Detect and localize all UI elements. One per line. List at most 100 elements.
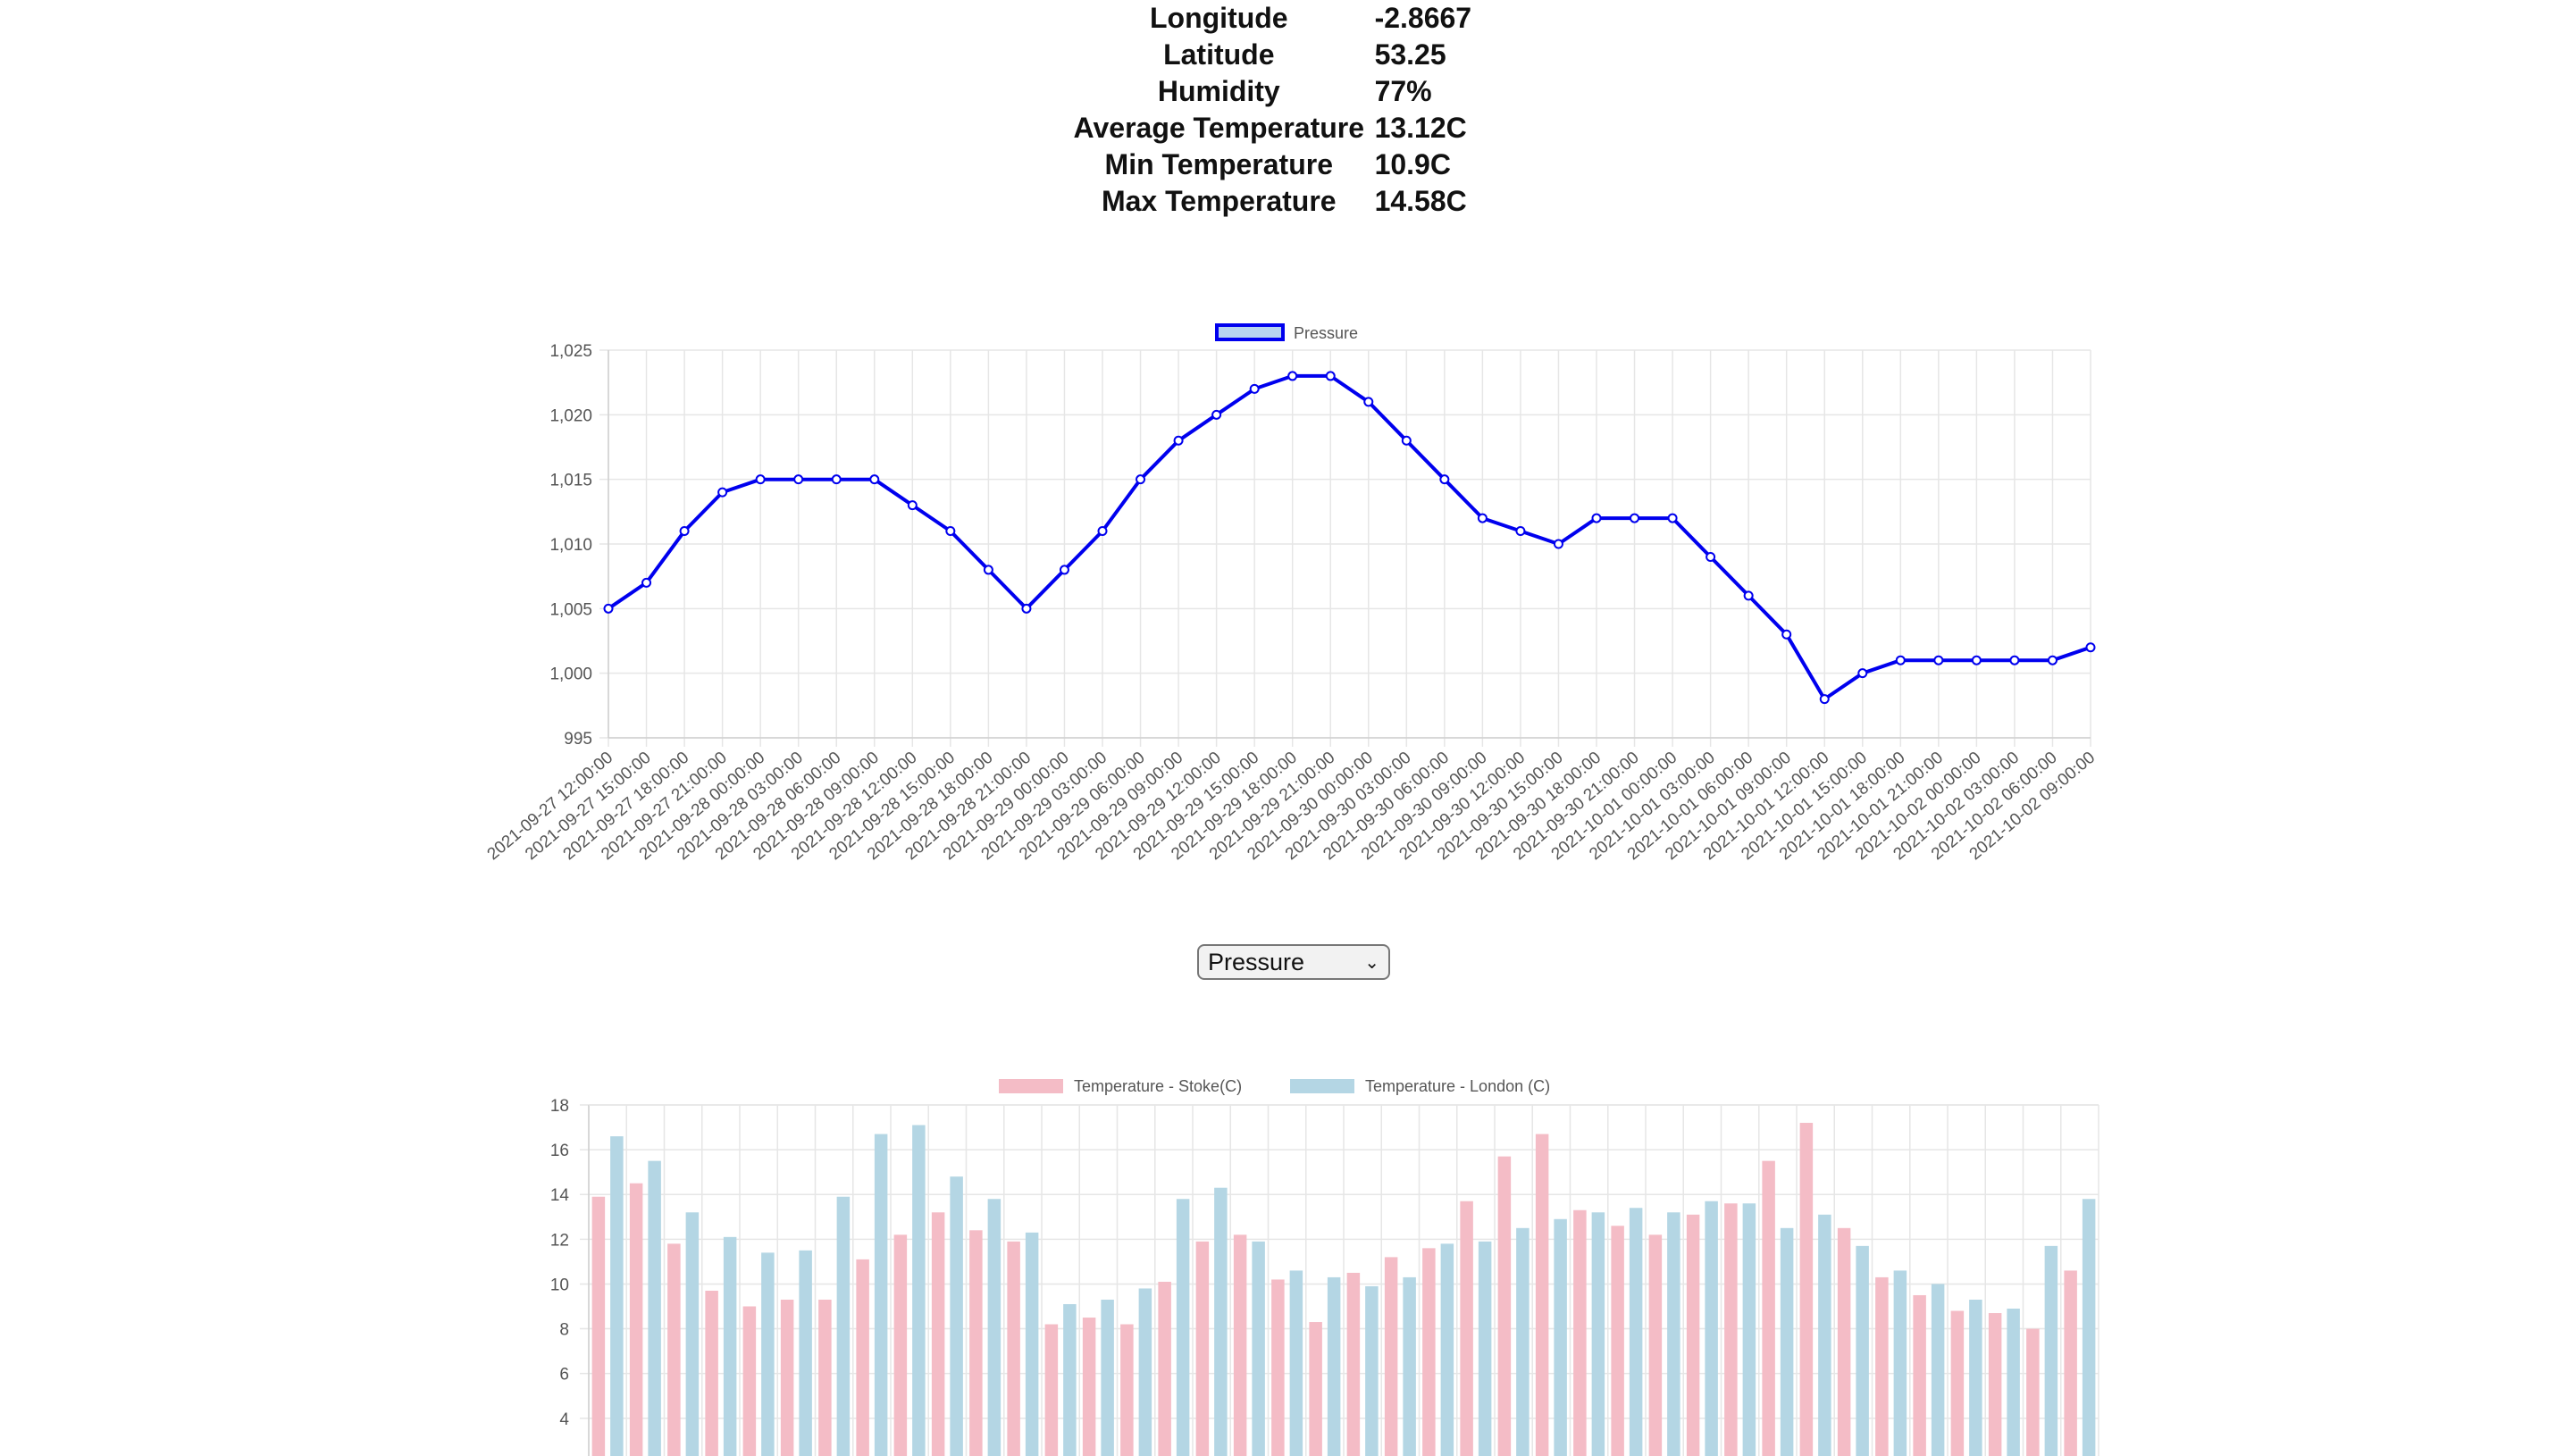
london-temperature-bar — [1289, 1270, 1303, 1456]
pressure-point — [1781, 629, 1792, 640]
metric-select-value: Pressure — [1208, 948, 1305, 975]
london-temperature-bar — [685, 1212, 700, 1456]
london-temperature-bar — [761, 1252, 775, 1456]
pressure-point — [1249, 383, 1260, 394]
stat-value: -2.8667 — [1374, 2, 1472, 34]
london-temperature-bar — [2044, 1245, 2058, 1456]
stoke-temperature-bar — [591, 1196, 606, 1456]
pressure-point — [1325, 371, 1336, 381]
y-tick-label: 14 — [550, 1186, 570, 1205]
london-temperature-bar — [1629, 1208, 1643, 1456]
stoke-temperature-bar — [1875, 1276, 1889, 1456]
london-temperature-bar — [1214, 1187, 1228, 1456]
pressure-point — [1933, 655, 1944, 665]
stat-label: Humidity — [1157, 75, 1280, 107]
stoke-temperature-bar — [1346, 1272, 1361, 1456]
stoke-temperature-bar — [1611, 1226, 1624, 1456]
stoke-temperature-bar — [1044, 1324, 1059, 1456]
legend-swatch — [1290, 1079, 1354, 1093]
pressure-point — [1401, 435, 1412, 446]
pressure-point — [2047, 655, 2058, 665]
stoke-temperature-bar — [1422, 1248, 1436, 1456]
pressure-point — [1743, 590, 1754, 601]
y-tick-label: 995 — [564, 730, 592, 749]
london-temperature-bar — [1818, 1214, 1831, 1456]
london-temperature-bar — [1327, 1276, 1341, 1456]
stat-label: Average Temperature — [1073, 112, 1365, 144]
london-temperature-bar — [1365, 1285, 1379, 1456]
temperature-bar-chart: 2 4 6 8 10 12 14 16 18 Temperature - Stoke(C) Temp… — [550, 1077, 2099, 1456]
stoke-temperature-bar — [1535, 1134, 1549, 1456]
stoke-temperature-bar — [1686, 1214, 1700, 1456]
pressure-point — [755, 474, 766, 485]
y-tick-label: 1,025 — [549, 342, 592, 361]
london-temperature-bar — [2082, 1199, 2096, 1456]
stoke-temperature-bar — [1082, 1318, 1096, 1456]
y-tick-label: 16 — [550, 1142, 569, 1160]
stoke-temperature-bar — [2026, 1328, 2040, 1456]
metric-select[interactable]: Pressure ⌄ — [1197, 944, 1390, 980]
y-tick-label: 12 — [550, 1231, 569, 1250]
stat-value: 14.58C — [1374, 185, 1467, 217]
london-temperature-bar — [836, 1196, 851, 1456]
london-temperature-bar — [1440, 1243, 1454, 1456]
stoke-temperature-bar — [1799, 1123, 1814, 1456]
pressure-point — [717, 487, 728, 498]
pressure-point — [1287, 371, 1298, 381]
stoke-temperature-bar — [667, 1243, 681, 1456]
stat-row: Min Temperature 10.9C — [1072, 146, 1501, 183]
stoke-temperature-bar — [1837, 1227, 1851, 1456]
stat-label: Min Temperature — [1104, 148, 1333, 180]
stoke-temperature-bar — [705, 1290, 718, 1456]
pressure-point — [1439, 474, 1450, 485]
stoke-temperature-bar — [893, 1234, 908, 1456]
stoke-temperature-bar — [1988, 1313, 2002, 1456]
pressure-point — [1515, 526, 1526, 537]
stoke-temperature-bar — [1309, 1322, 1322, 1456]
pressure-point — [907, 500, 918, 511]
pressure-point — [1136, 474, 1146, 485]
london-temperature-bar — [1893, 1270, 1907, 1456]
pressure-point — [1477, 513, 1488, 523]
y-tick-label: 4 — [559, 1410, 569, 1429]
location-stats-table: Longitude -2.8667 Latitude 53.25 Humidity 77%… — [1072, 0, 1501, 220]
stoke-temperature-bar — [1271, 1279, 1285, 1456]
stoke-temperature-bar — [931, 1212, 945, 1456]
stoke-temperature-bar — [1950, 1310, 1965, 1456]
stoke-temperature-bar — [1007, 1241, 1020, 1456]
y-tick-label: 18 — [550, 1097, 569, 1116]
pressure-point — [869, 474, 880, 485]
y-tick-label: 1,010 — [549, 536, 592, 555]
y-tick-label: 1,000 — [549, 665, 592, 684]
legend-label: Temperature - London (C) — [1365, 1077, 1550, 1095]
pressure-point — [1591, 513, 1602, 523]
london-temperature-bar — [1705, 1201, 1718, 1456]
london-temperature-bar — [723, 1236, 737, 1456]
stoke-temperature-bar — [1195, 1241, 1210, 1456]
y-tick-label: 1,020 — [549, 406, 592, 425]
pressure-point — [1173, 435, 1184, 446]
legend-label: Temperature - Stoke(C) — [1074, 1077, 1242, 1095]
stoke-temperature-bar — [629, 1183, 643, 1456]
pressure-point — [1667, 513, 1678, 523]
london-temperature-bar — [1667, 1212, 1680, 1456]
stoke-temperature-bar — [1573, 1209, 1587, 1456]
stoke-temperature-bar — [1648, 1234, 1663, 1456]
y-tick-label: 1,005 — [549, 600, 592, 619]
stat-value: 77% — [1374, 75, 1432, 107]
chevron-down-icon: ⌄ — [1364, 952, 1379, 973]
pressure-point — [1097, 526, 1108, 537]
stat-label: Latitude — [1163, 38, 1275, 71]
stoke-temperature-bar — [856, 1259, 869, 1456]
pressure-point — [2009, 655, 2020, 665]
pressure-point — [1363, 397, 1374, 407]
london-temperature-bar — [1063, 1303, 1077, 1456]
london-temperature-bar — [2007, 1309, 2020, 1456]
london-temperature-bar — [1856, 1245, 1869, 1456]
stat-row: Latitude 53.25 — [1072, 37, 1501, 73]
pressure-line-chart: 9951,0001,0051,0101,0151,0201,0252021-09… — [484, 323, 2099, 864]
stoke-temperature-bar — [818, 1299, 832, 1456]
stoke-temperature-bar — [780, 1299, 794, 1456]
legend-swatch — [999, 1079, 1063, 1093]
stoke-temperature-bar — [1384, 1257, 1398, 1456]
